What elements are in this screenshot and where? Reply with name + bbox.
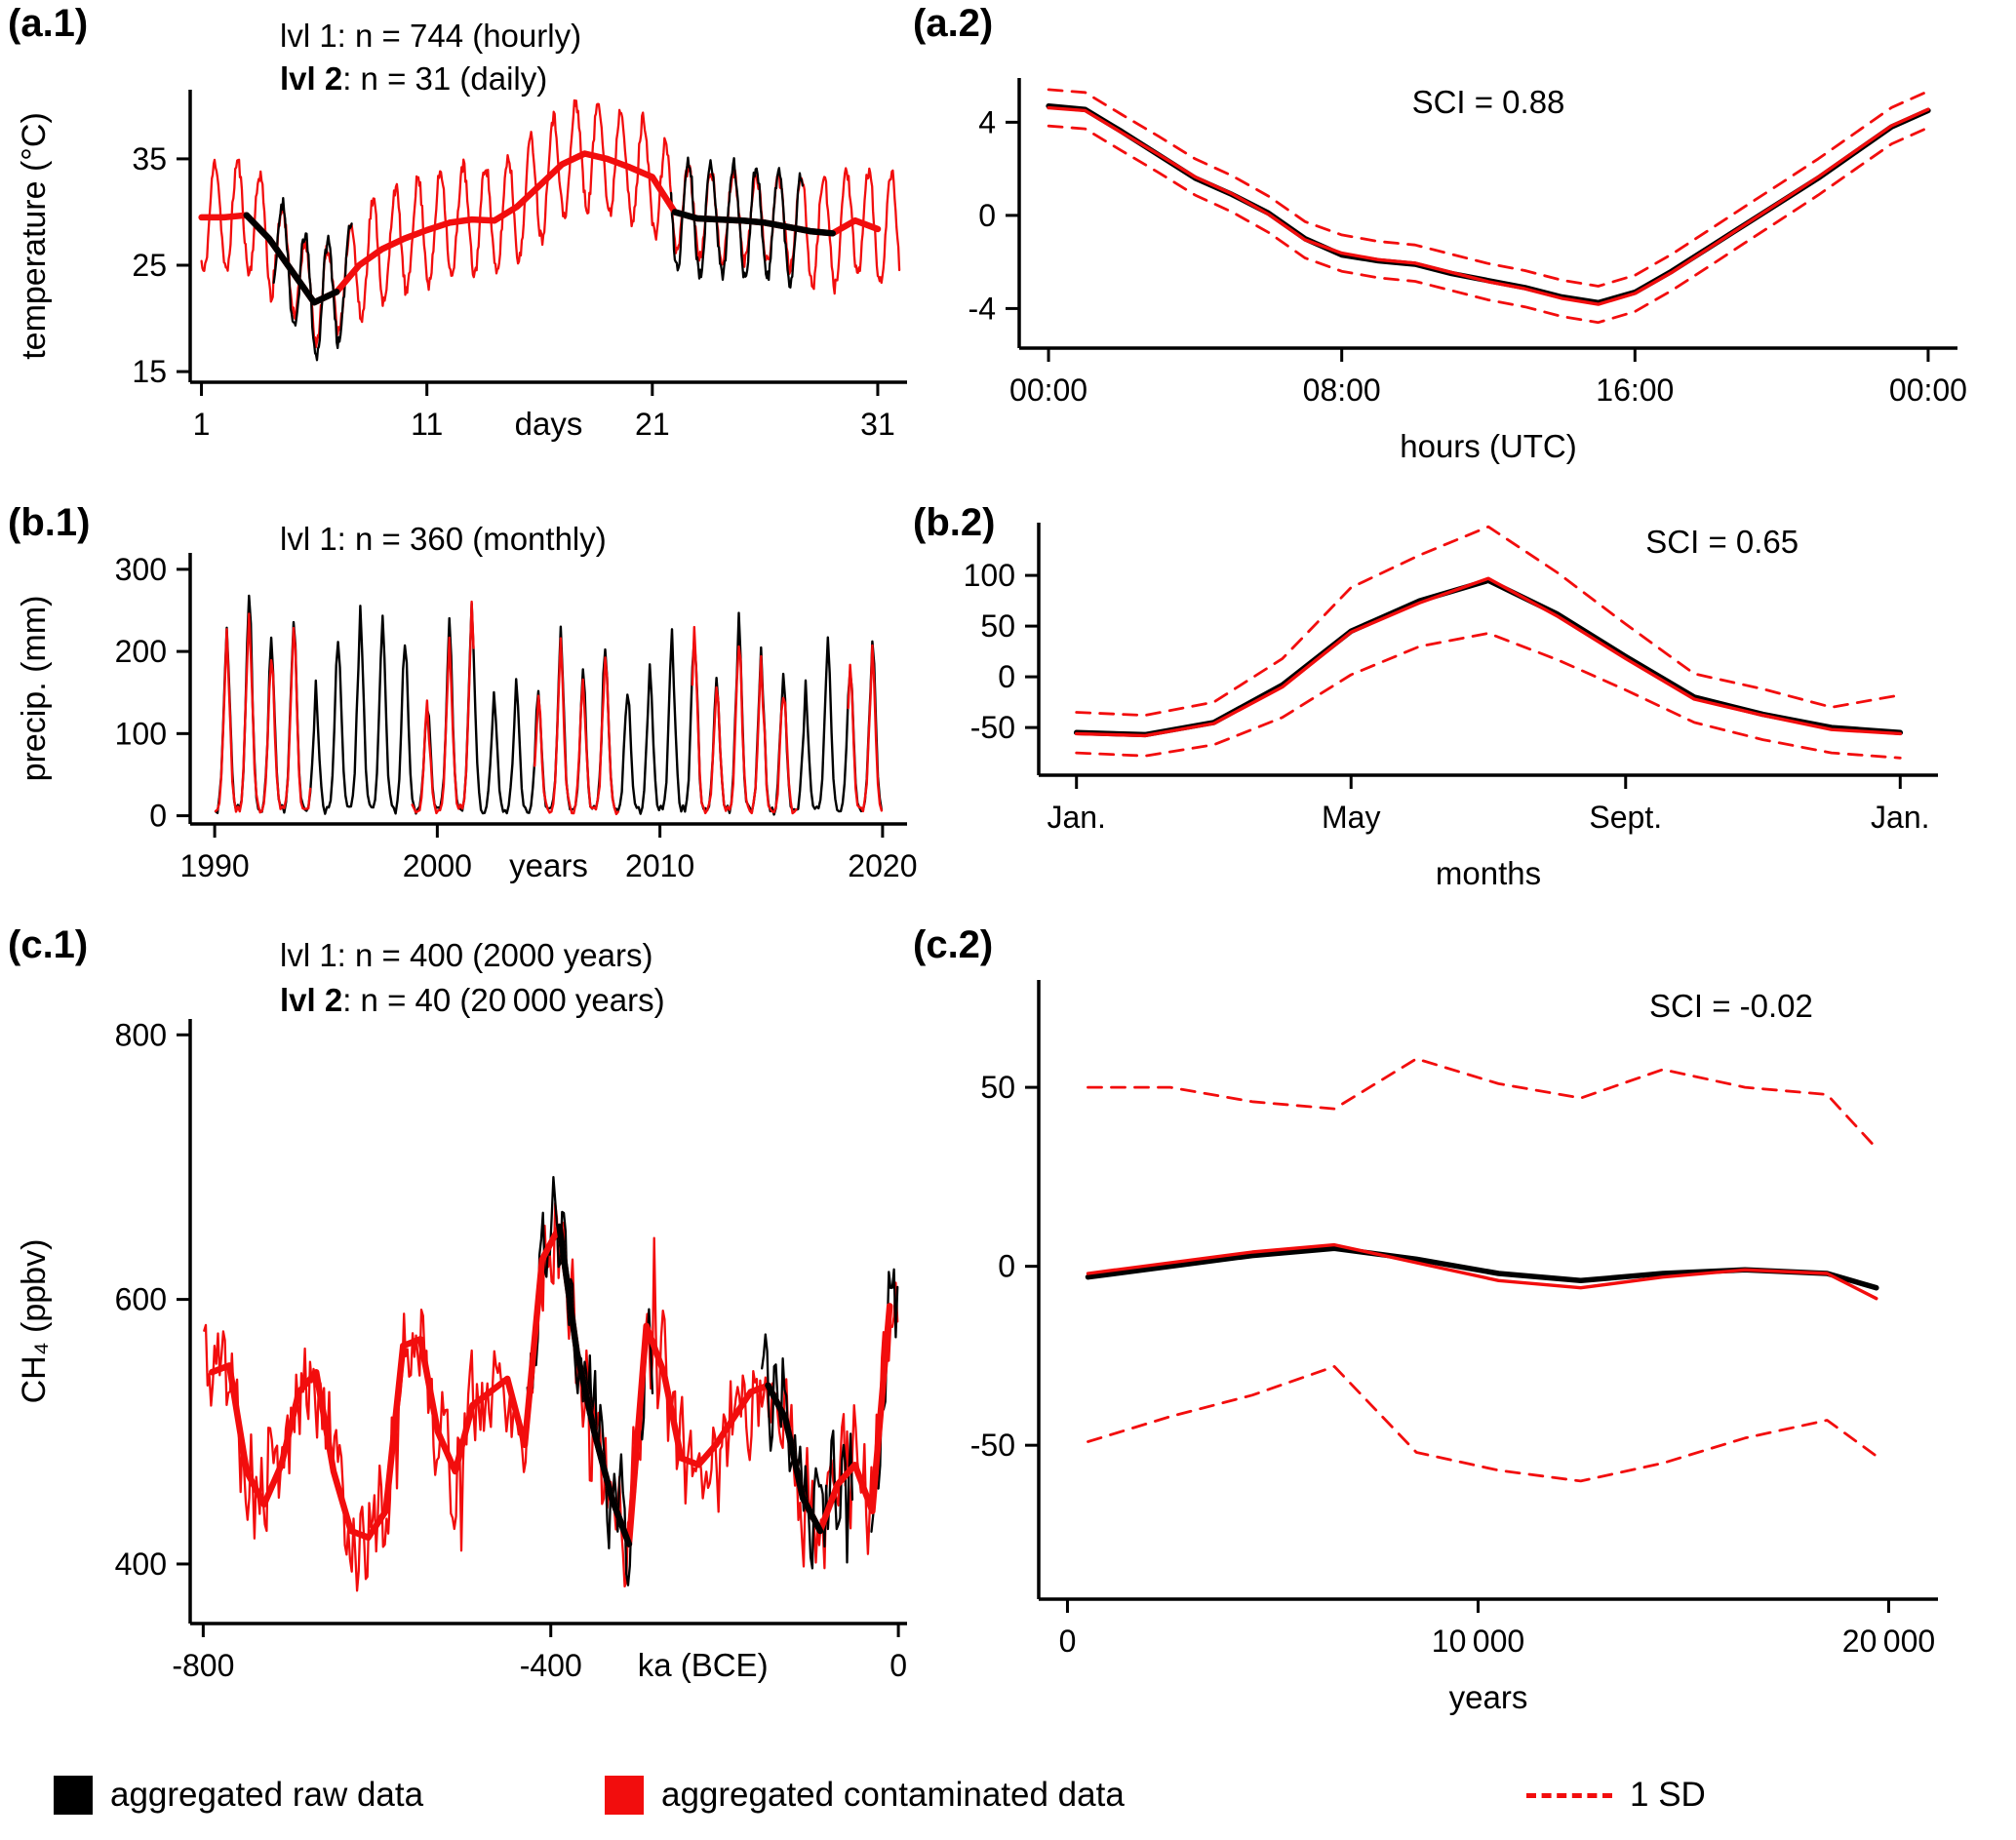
svg-text:1: 1	[193, 407, 211, 442]
svg-text:0: 0	[1059, 1624, 1077, 1659]
svg-text:200: 200	[115, 634, 167, 669]
svg-text:-50: -50	[970, 1428, 1015, 1463]
panel-c2-chart: 0 10 000 20 000 -50 0 50 years SCI = -0.02	[970, 980, 1938, 1715]
svg-text:SCI = 0.88: SCI = 0.88	[1412, 84, 1565, 120]
svg-text:lvl 1: n = 360 (monthly): lvl 1: n = 360 (monthly)	[280, 521, 607, 557]
svg-text:2010: 2010	[625, 848, 694, 883]
svg-text:SCI = -0.02: SCI = -0.02	[1649, 988, 1813, 1024]
svg-text:Jan.: Jan.	[1047, 800, 1105, 835]
svg-text:15: 15	[132, 354, 167, 389]
svg-text:0: 0	[149, 799, 167, 834]
svg-text:20 000: 20 000	[1842, 1624, 1935, 1659]
svg-text:600: 600	[115, 1282, 167, 1317]
svg-text:50: 50	[980, 608, 1015, 644]
svg-text:-400: -400	[520, 1648, 582, 1683]
svg-text:years: years	[509, 847, 588, 883]
svg-text:4: 4	[978, 104, 996, 139]
svg-text:lvl 1: n = 744 (hourly): lvl 1: n = 744 (hourly)	[280, 18, 581, 54]
svg-text:100: 100	[115, 716, 167, 751]
panel-b1-chart: 1990 2000 2010 2020 0 100 200 300 years precip. (…	[16, 521, 917, 883]
svg-text:temperature (°C): temperature (°C)	[16, 112, 53, 360]
svg-text:400: 400	[115, 1546, 167, 1582]
panel-b2-chart: Jan. May Sept. Jan. -50 0 50 100 months SCI = 0.6…	[964, 523, 1938, 891]
panel-a2: (a.2) 00:00 08:00 16:00 00:00 -4 0 4 hours (UTC…	[913, 0, 2016, 499]
svg-text:0: 0	[889, 1648, 907, 1683]
legend-item-contaminated-label: aggregated contaminated data	[661, 1776, 1125, 1814]
svg-text:10 000: 10 000	[1432, 1624, 1524, 1659]
svg-text:16:00: 16:00	[1596, 372, 1674, 408]
panel-a2-tag: (a.2)	[913, 2, 994, 45]
svg-text:-4: -4	[968, 291, 996, 326]
svg-text:00:00: 00:00	[1009, 372, 1087, 408]
svg-text:SCI = 0.65: SCI = 0.65	[1645, 524, 1799, 560]
panel-b1-tag: (b.1)	[8, 501, 91, 544]
svg-text:0: 0	[998, 1249, 1015, 1284]
svg-text:May: May	[1322, 800, 1380, 835]
svg-text:hours (UTC): hours (UTC)	[1400, 428, 1577, 464]
svg-text:Jan.: Jan.	[1871, 800, 1929, 835]
svg-text:months: months	[1436, 855, 1541, 891]
svg-text:0: 0	[998, 659, 1015, 694]
svg-text:CH₄ (ppbv): CH₄ (ppbv)	[16, 1239, 53, 1404]
svg-text:ka (BCE): ka (BCE)	[638, 1647, 769, 1683]
legend: aggregated raw data aggregated contamina…	[0, 1750, 2016, 1840]
panel-c1: (c.1) -800 -400 0 400 600 800 ka (BCE) CH₄ (ppb…	[0, 921, 927, 1750]
svg-text:100: 100	[964, 558, 1015, 593]
svg-text:-800: -800	[172, 1648, 234, 1683]
legend-item-sd: 1 SD	[1526, 1776, 1706, 1815]
svg-text:lvl 1: n = 400 (2000 years): lvl 1: n = 400 (2000 years)	[280, 937, 652, 973]
legend-item-contaminated: aggregated contaminated data	[605, 1776, 1125, 1815]
svg-text:-50: -50	[970, 710, 1015, 745]
panel-b1: (b.1) 1990 2000 2010 2020 0 100 200 300 years pre…	[0, 499, 927, 921]
panel-c2-tag: (c.2)	[913, 923, 994, 966]
panel-a1: (a.1) 1 11 21 31 15 25 35 days temperature (°C) l…	[0, 0, 927, 499]
legend-item-raw-label: aggregated raw data	[110, 1776, 424, 1814]
svg-text:1990: 1990	[180, 848, 250, 883]
panel-c1-tag: (c.1)	[8, 923, 89, 966]
sd-dashed-line-swatch	[1526, 1792, 1612, 1798]
svg-text:0: 0	[978, 198, 996, 233]
svg-text:35: 35	[132, 141, 167, 176]
svg-text:31: 31	[860, 407, 895, 442]
svg-text:2000: 2000	[403, 848, 472, 883]
svg-text:precip. (mm): precip. (mm)	[16, 596, 53, 782]
svg-text:lvl 2: n = 40 (20 000 years): lvl 2: n = 40 (20 000 years)	[280, 982, 665, 1018]
svg-text:50: 50	[980, 1070, 1015, 1105]
panel-a1-tag: (a.1)	[8, 2, 89, 45]
svg-text:years: years	[1449, 1679, 1528, 1715]
panel-c1-chart: -800 -400 0 400 600 800 ka (BCE) CH₄ (ppbv) lvl …	[16, 937, 907, 1683]
svg-text:08:00: 08:00	[1303, 372, 1381, 408]
panel-a2-chart: 00:00 08:00 16:00 00:00 -4 0 4 hours (UTC) SCI =…	[968, 78, 1967, 464]
panel-b2-tag: (b.2)	[913, 501, 996, 544]
legend-item-raw: aggregated raw data	[54, 1776, 423, 1815]
raw-data-swatch	[54, 1776, 93, 1815]
svg-text:800: 800	[115, 1017, 167, 1052]
legend-item-sd-label: 1 SD	[1630, 1776, 1706, 1814]
svg-text:days: days	[515, 406, 583, 442]
svg-text:00:00: 00:00	[1889, 372, 1967, 408]
svg-text:lvl 2: n = 31 (daily): lvl 2: n = 31 (daily)	[280, 60, 547, 97]
svg-text:300: 300	[115, 552, 167, 587]
svg-text:Sept.: Sept.	[1589, 800, 1662, 835]
svg-text:2020: 2020	[848, 848, 917, 883]
panel-b2: (b.2) Jan. May Sept. Jan. -50 0 50 100 months SCI…	[913, 499, 2016, 921]
svg-text:25: 25	[132, 248, 167, 283]
contaminated-data-swatch	[605, 1776, 644, 1815]
svg-text:11: 11	[411, 407, 443, 442]
panel-c2: (c.2) 0 10 000 20 000 -50 0 50 years SCI = -0.0…	[913, 921, 2016, 1750]
svg-text:21: 21	[635, 407, 670, 442]
